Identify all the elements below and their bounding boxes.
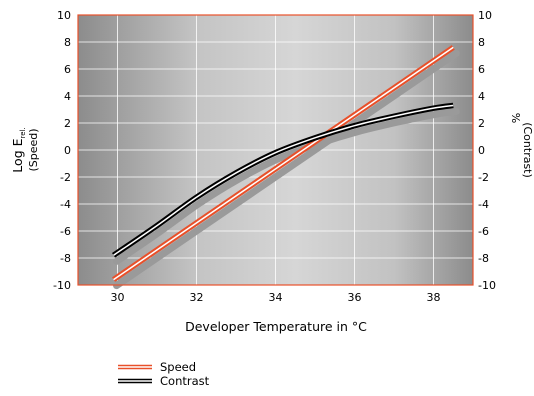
x-tick-label-38: 38 bbox=[427, 291, 441, 304]
y-tick-label-right-6: 6 bbox=[478, 63, 485, 76]
y-tick-label-right-10: 10 bbox=[478, 9, 492, 22]
legend: Speed Contrast bbox=[118, 360, 210, 388]
y-tick-label-left-2: 2 bbox=[64, 117, 71, 130]
y-tick-label-right--8: -8 bbox=[478, 252, 489, 265]
series-line-inner-contrast bbox=[113, 104, 454, 256]
y-tick-label-left-0: 0 bbox=[64, 144, 71, 157]
y-tick-label-left-6: 6 bbox=[64, 63, 71, 76]
series-lines bbox=[111, 45, 455, 282]
y-tick-label-left-8: 8 bbox=[64, 36, 71, 49]
y-tick-label-left-10: 10 bbox=[57, 9, 71, 22]
x-tick-label-30: 30 bbox=[111, 291, 125, 304]
y-tick-label-right--2: -2 bbox=[478, 171, 489, 184]
y-tick-label-right-0: 0 bbox=[478, 144, 485, 157]
y-axis-left-subtitle: (Speed) bbox=[27, 128, 40, 171]
y-tick-label-right-8: 8 bbox=[478, 36, 485, 49]
y-tick-label-left--8: -8 bbox=[60, 252, 71, 265]
x-tick-label-32: 32 bbox=[190, 291, 204, 304]
y-axis-right-subtitle: (Contrast) bbox=[521, 122, 534, 178]
y-tick-label-right--6: -6 bbox=[478, 225, 489, 238]
y-tick-label-right--4: -4 bbox=[478, 198, 489, 211]
x-tick-label-34: 34 bbox=[269, 291, 283, 304]
series-line-inner-speed bbox=[113, 46, 454, 281]
y-tick-label-left-4: 4 bbox=[64, 90, 71, 103]
legend-item-speed: Speed bbox=[118, 360, 196, 374]
y-axis-left-title-sub: rel. bbox=[19, 127, 27, 138]
y-tick-label-left--2: -2 bbox=[60, 171, 71, 184]
series-shadow-speed bbox=[113, 49, 460, 290]
y-tick-label-left--4: -4 bbox=[60, 198, 71, 211]
y-axis-left-title: Log Erel. bbox=[10, 127, 27, 172]
y-tick-label-right--10: -10 bbox=[478, 279, 496, 292]
y-tick-label-left--6: -6 bbox=[60, 225, 71, 238]
y-tick-label-right-4: 4 bbox=[478, 90, 485, 103]
y-axis-right-title: % bbox=[509, 113, 522, 123]
legend-label-speed: Speed bbox=[160, 360, 196, 374]
y-axis-left-title-main: Log E bbox=[10, 138, 25, 172]
tick-labels: 30 32 34 36 38 10 10 8 8 6 6 4 4 2 2 0 0 -2 -2 -4 -4 -6 -6 -8 -8… bbox=[53, 9, 496, 304]
plot-frame bbox=[77, 14, 474, 286]
y-tick-label-right-2: 2 bbox=[478, 117, 485, 130]
legend-item-contrast: Contrast bbox=[118, 374, 210, 388]
legend-label-contrast: Contrast bbox=[160, 374, 210, 388]
x-tick-label-36: 36 bbox=[348, 291, 362, 304]
x-axis-title: Developer Temperature in °C bbox=[185, 319, 367, 334]
y-tick-label-left--10: -10 bbox=[53, 279, 71, 292]
